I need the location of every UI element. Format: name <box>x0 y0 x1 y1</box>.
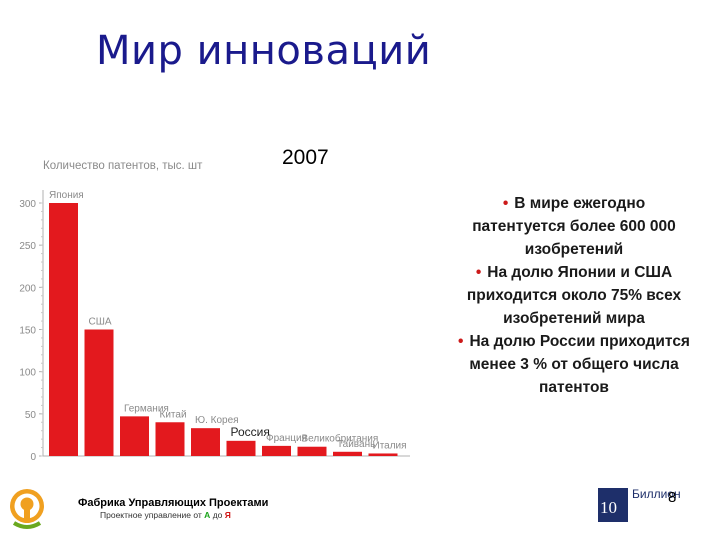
page-number: 8 <box>668 489 677 506</box>
bar <box>49 203 78 456</box>
billion-logo-number: 10 <box>600 498 617 517</box>
billion-logo-box: 10 <box>598 488 628 522</box>
bar-label: Россия <box>231 425 270 439</box>
bar <box>84 329 114 456</box>
y-tick-label: 300 <box>19 199 36 210</box>
chart-title: Количество патентов, тыс. шт <box>43 160 203 172</box>
footer-company: Фабрика Управляющих Проектами <box>78 497 269 509</box>
tagline-ya: Я <box>224 510 231 520</box>
bar-label: Япония <box>49 190 84 201</box>
y-tick-label: 250 <box>19 241 36 252</box>
bullet-list: • В мире ежегодно патентуется более 600 0… <box>458 192 690 399</box>
tagline-a: А <box>204 510 211 520</box>
bar <box>368 453 398 456</box>
company-logo-icon <box>10 489 44 529</box>
y-tick-label: 200 <box>19 283 36 294</box>
y-tick-label: 100 <box>19 368 36 379</box>
chart-year: 2007 <box>282 146 329 169</box>
y-tick-label: 50 <box>25 410 37 421</box>
bar-label: США <box>89 317 112 328</box>
bar-label: Китай <box>160 409 187 420</box>
patents-bar-chart: Количество патентов, тыс. шт 0 50 100 150 20… <box>19 160 410 463</box>
y-tick-label: 150 <box>19 326 36 337</box>
bar <box>333 451 362 456</box>
bullet-text: На долю России приходится менее 3 % от о… <box>469 333 690 396</box>
bullet-item: • На долю Японии и США приходится около 7… <box>458 261 690 330</box>
bar-label: Ю. Корея <box>195 415 239 426</box>
footer-tagline: Проектное управление от А до Я <box>100 510 231 520</box>
bullet-dot: • <box>475 264 482 281</box>
bar <box>120 416 149 456</box>
bullet-item: • В мире ежегодно патентуется более 600 0… <box>458 192 690 261</box>
tagline-mid: до <box>212 510 223 520</box>
slide-title: Мир инноваций <box>96 28 432 74</box>
bar <box>155 422 185 456</box>
bar-label: Франция <box>266 433 307 444</box>
bullet-item: • На долю России приходится менее 3 % от … <box>458 330 690 399</box>
billion-logo-text: Биллион <box>632 487 681 501</box>
bullet-text: В мире ежегодно патентуется более 600 00… <box>472 195 676 258</box>
bar-label: Германия <box>124 403 169 414</box>
bar-label: Великобритания <box>302 433 379 445</box>
bar <box>226 440 256 456</box>
billion-logo: 10 Биллион <box>598 485 682 525</box>
bar <box>191 428 220 456</box>
bullet-dot: • <box>458 333 464 350</box>
bar-label: Тайвань <box>337 439 375 450</box>
bullet-text: На долю Японии и США приходится около 75… <box>466 264 682 327</box>
bullet-dot: • <box>502 195 509 212</box>
bar <box>262 445 291 456</box>
y-tick-label: 0 <box>30 452 36 463</box>
tagline-prefix: Проектное управление от <box>100 510 202 520</box>
bar <box>297 446 327 456</box>
bar-label: Италия <box>373 440 407 451</box>
